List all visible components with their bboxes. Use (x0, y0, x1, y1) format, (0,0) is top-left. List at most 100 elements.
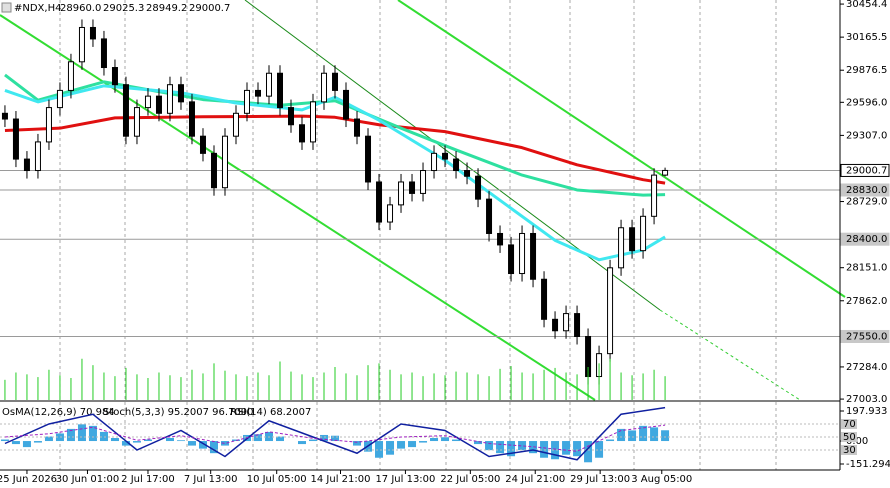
candle-body (67, 61, 74, 91)
y-tick-label: 27862.0 (846, 296, 887, 307)
candle-body (155, 95, 162, 114)
osma-bar (386, 441, 395, 455)
candle-body (188, 101, 195, 137)
x-tick-label: 30 Jun 01:00 (56, 474, 120, 485)
candle-body (100, 38, 107, 69)
candle-body (398, 181, 405, 206)
x-tick-label: 7 Jul 13:00 (184, 474, 238, 485)
candle-body (486, 198, 493, 234)
candle-body (442, 152, 449, 160)
osma-bar (99, 431, 108, 442)
candle-body (122, 84, 129, 137)
candle-body (12, 118, 19, 160)
y-tick-label: 27284.0 (846, 362, 887, 373)
candle-body (420, 170, 427, 194)
y-tick-label: 28729.0 (846, 197, 887, 208)
candle-body (1, 112, 8, 120)
level-label: 28830.0 (846, 185, 887, 196)
candle-body (277, 72, 283, 109)
candle-body (387, 204, 394, 223)
candle-body (177, 84, 184, 103)
candle-body (288, 107, 295, 126)
candle-body (651, 174, 658, 217)
level-label: 27550.0 (846, 331, 887, 342)
candle-body (508, 244, 515, 275)
osma-bar (298, 441, 307, 445)
plot (0, 19, 840, 385)
osma-bar (132, 441, 141, 443)
x-tick-label: 25 Jun 2026 (0, 474, 57, 485)
y-tick-label: 29876.5 (846, 65, 887, 76)
ohlc-close: 29000.7 (189, 3, 230, 14)
candle-body (210, 152, 217, 189)
candle-body (56, 89, 63, 109)
candle-body (497, 232, 504, 246)
osma-bar (88, 425, 97, 442)
osma-bar (264, 431, 273, 442)
osma-bar (628, 430, 637, 442)
trend-line (244, 0, 661, 311)
osma-bar (143, 439, 152, 442)
x-tick-label: 29 Jul 13:00 (570, 474, 630, 485)
osma-bar (11, 441, 20, 445)
candle-body (221, 135, 228, 189)
osma-bar (529, 441, 538, 454)
y-tick-label: 30165.5 (846, 32, 887, 43)
candle-body (133, 107, 140, 137)
level-label-box (840, 183, 890, 197)
osma-bar (176, 440, 185, 442)
osma-tick-label: 0.00 (846, 436, 868, 447)
osma-bar (320, 434, 329, 442)
y-tick-label: 28151.0 (846, 263, 887, 274)
osma-bar (309, 439, 318, 442)
candle-body (310, 101, 317, 143)
candle-body (144, 95, 151, 109)
osma-bar (110, 438, 119, 442)
osma-bar (562, 441, 571, 455)
osma-bar (77, 424, 86, 442)
x-tick-label: 10 Jul 05:00 (247, 474, 307, 485)
candle-body (365, 135, 372, 183)
osma-bar (55, 433, 64, 442)
candle-body (475, 175, 482, 200)
candle-body (265, 72, 272, 97)
candle-body (23, 158, 30, 172)
osma-bar (452, 439, 461, 442)
candle-body (376, 181, 383, 223)
candle-body (662, 169, 669, 176)
osc-tick-label: 30 (843, 445, 856, 456)
candle-body (199, 135, 206, 154)
osma-bar (397, 441, 406, 449)
candle-body (530, 232, 537, 280)
osc-level-box (841, 445, 857, 455)
candle-body (254, 89, 261, 97)
osma-bar (507, 441, 516, 457)
candle-body (45, 107, 52, 143)
candle-body (541, 278, 548, 320)
level-label: 28400.0 (846, 234, 887, 245)
trend-line (397, 0, 846, 298)
stoch-line (4, 406, 666, 461)
x-tick-label: 17 Jul 13:00 (375, 474, 435, 485)
osma-bar (573, 441, 582, 457)
level-label-box (840, 163, 890, 177)
y-tick-label: 30454.4 (846, 0, 887, 10)
symbol: #NDX,H4 (14, 3, 61, 14)
osma-bar (353, 441, 362, 446)
osma-bar (474, 441, 483, 445)
candle-body (607, 267, 614, 355)
osc-tick-label: 70 (843, 419, 856, 430)
osma-bar (485, 441, 494, 451)
trend-line (0, 14, 596, 401)
osma-bar (231, 439, 240, 442)
osma-bar (44, 436, 53, 442)
ohlc-low: 28949.2 (146, 3, 187, 14)
y-tick-label: 27003.0 (846, 394, 887, 405)
osma-bar (408, 441, 417, 448)
candle-body (332, 72, 339, 91)
osma-bar (253, 434, 262, 442)
osma-bar (650, 427, 659, 442)
osma-bar (0, 439, 9, 442)
candle-body (354, 118, 361, 137)
